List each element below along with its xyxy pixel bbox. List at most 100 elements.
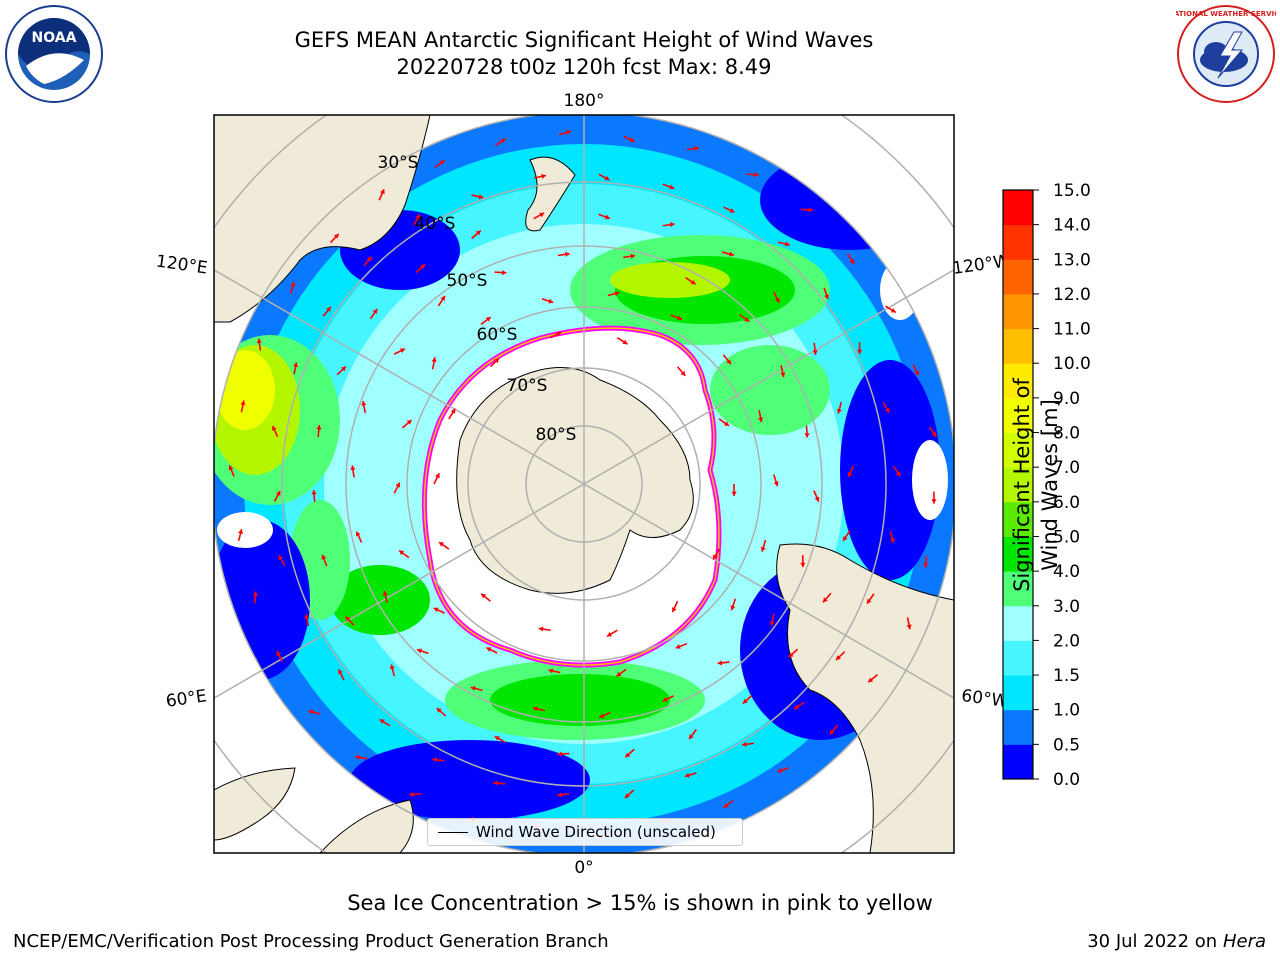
colorbar-segment: [1003, 571, 1033, 607]
wave-arrow-head: [773, 481, 779, 487]
legend-label: Wind Wave Direction (unscaled): [476, 823, 716, 841]
wave-arrow-head: [669, 222, 675, 228]
wave-arrow-head: [895, 471, 901, 477]
colorbar-tick-label: 6.0: [1053, 493, 1080, 513]
wave-arrow-head: [777, 767, 783, 773]
colorbar-segment: [1003, 190, 1033, 226]
map-frame: [213, 114, 955, 854]
colorbar-tick-label: 1.5: [1053, 666, 1080, 686]
wave-arrow-head: [774, 297, 780, 303]
wave-arrow-head: [857, 349, 863, 355]
wave-arrow-head: [395, 482, 401, 488]
wave-arrow-head: [680, 370, 686, 376]
wave-arrow-head: [931, 431, 937, 437]
wave-arrow-head: [502, 270, 507, 276]
noaa-logo-text: NOAA: [32, 30, 77, 46]
wave-arrow-head: [500, 138, 506, 144]
wave-arrow-head: [843, 535, 848, 541]
wave-arrow-head: [415, 214, 421, 220]
colorbar-tick-label: 11.0: [1053, 320, 1091, 340]
wave-arrow-head: [689, 734, 694, 740]
wave-arrow-head: [800, 562, 806, 568]
wave-arrow-head: [355, 531, 361, 537]
africa-land: [214, 767, 296, 841]
wave-arrow-head: [836, 408, 842, 414]
wave-arrow-head: [316, 425, 322, 430]
wave-arrow-head: [355, 754, 360, 760]
southern-africa-land: [319, 799, 414, 853]
wave-arrow-head: [541, 173, 546, 179]
longitude-label: 0°: [574, 858, 593, 878]
date-footer: 30 Jul 2022 on Hera: [1087, 931, 1266, 952]
wave-arrow-head: [731, 491, 737, 496]
latitude-label: 70°S: [507, 376, 548, 396]
wave-arrow-head: [616, 671, 622, 677]
legend-line-icon: [438, 831, 468, 833]
latitude-label: 60°S: [477, 325, 518, 345]
map-area: [214, 115, 954, 853]
wave-arrow-head: [812, 350, 818, 355]
sea-ice-caption: Sea Ice Concentration > 15% is shown in …: [347, 891, 933, 915]
australia-land: [214, 115, 431, 323]
wave-arrow-head: [760, 546, 766, 552]
wave-arrow-head: [533, 706, 538, 712]
wave-arrow-head: [439, 542, 445, 547]
colorbar-tick-label: 3.0: [1053, 597, 1080, 617]
colorbar-title: Significant Height of Wind Waves [m]: [1010, 378, 1062, 592]
wave-arrow-head: [890, 307, 896, 313]
wave-arrow-head: [677, 315, 682, 321]
colorbar-tick-label: 8.0: [1053, 424, 1080, 444]
wave-arrow-head: [389, 664, 395, 670]
wave-arrow-head: [345, 616, 351, 622]
wave-arrow-head: [493, 780, 498, 786]
wave-arrow-head: [906, 624, 912, 630]
colorbar-tick-label: 5.0: [1053, 527, 1080, 547]
wave-arrow-head: [350, 465, 356, 471]
wave-arrow-head: [808, 207, 813, 213]
longitude-label: 120°E: [155, 252, 209, 279]
wave-arrow-head: [276, 651, 282, 657]
wave-arrow-head: [538, 626, 544, 632]
colorbar-segment: [1003, 293, 1033, 330]
wave-arrow-head: [849, 258, 855, 264]
wave-arrow-head: [420, 264, 425, 270]
wave-arrow-head: [868, 677, 874, 683]
colorbar-segment: [1003, 640, 1033, 676]
longitude-label: 180°: [564, 91, 605, 111]
wave-arrow-head: [713, 554, 718, 560]
wave-arrow-head: [931, 499, 937, 504]
colorbar-tick-label: 0.5: [1053, 735, 1080, 755]
wave-arrow-head: [804, 433, 810, 438]
colorbar-tick-label: 13.0: [1053, 250, 1091, 270]
colorbar-tick-label: 1.0: [1053, 701, 1080, 721]
wave-arrow-head: [730, 605, 736, 611]
wave-arrow-head: [275, 490, 281, 496]
wave-arrow-head: [557, 751, 562, 757]
colorbar-tick-label: 7.0: [1053, 458, 1080, 478]
wave-arrow-head: [717, 660, 723, 666]
wave-arrow-head: [556, 331, 562, 337]
wave-arrow-head: [485, 317, 491, 322]
noaa-logo-icon: NOAA: [5, 5, 103, 103]
wave-arrow-head: [338, 669, 343, 675]
colorbar-tick-label: 0.0: [1053, 770, 1080, 790]
wave-arrow-head: [240, 400, 246, 406]
wave-arrow-head: [382, 591, 388, 596]
wave-arrow-head: [726, 359, 731, 365]
wave-arrow-head: [723, 803, 729, 808]
wave-arrow-head: [379, 719, 385, 724]
colorbar-segment: [1003, 536, 1033, 572]
wave-arrow-head: [432, 757, 438, 763]
wave-arrow-head: [431, 357, 437, 363]
wave-arrow-head: [406, 420, 412, 425]
wave-arrow-head: [256, 338, 262, 344]
wave-arrow-head: [742, 698, 748, 704]
wave-arrow-head: [622, 339, 628, 345]
latitude-label: 80°S: [536, 425, 577, 445]
wave-arrow-head: [625, 752, 631, 758]
wave-arrow-head: [847, 471, 853, 477]
wave-arrow-head: [433, 607, 439, 613]
wave-arrow-head: [599, 713, 605, 719]
longitude-label: 60°E: [165, 686, 208, 711]
